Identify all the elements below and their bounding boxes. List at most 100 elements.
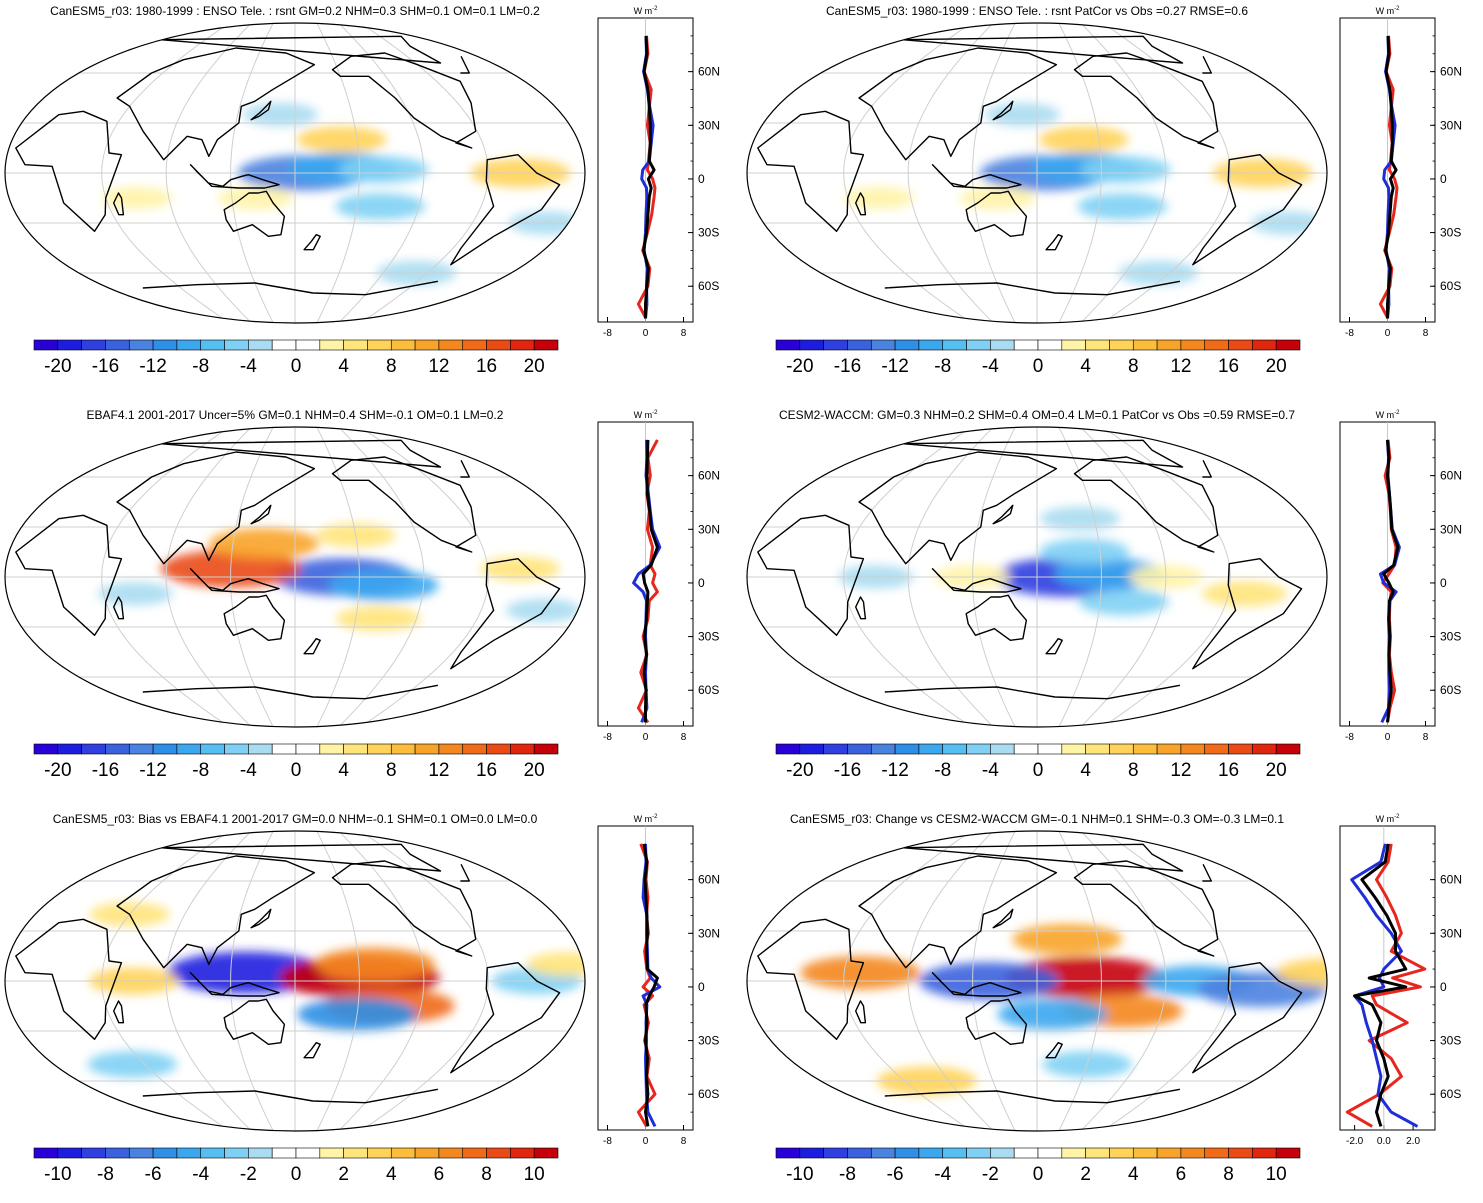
colorbar-bin — [894, 339, 920, 351]
colorbar-bin — [1061, 1147, 1086, 1159]
colorbar-tick-label: 16 — [1218, 356, 1239, 377]
colorbar-bin — [105, 743, 130, 755]
coast-greenland — [159, 439, 470, 478]
colorbar-bin — [81, 339, 106, 351]
colorbar-tick-label: 0 — [291, 356, 302, 377]
colorbar-bin — [295, 743, 321, 755]
colorbar-bin — [367, 1147, 392, 1159]
colorbar-tick-label: 6 — [434, 1164, 445, 1185]
field-blob — [997, 998, 1108, 1030]
x-tick-label: 0 — [643, 328, 649, 339]
coast-new-zealand — [303, 1042, 321, 1059]
colorbar-tick-label: -4 — [934, 1164, 951, 1185]
coast-australia — [965, 594, 1028, 641]
colorbar-bin — [200, 1147, 225, 1159]
colorbar-tick-label: 4 — [1080, 356, 1091, 377]
coast-africa — [757, 514, 865, 636]
colorbar-tick-label: 0 — [1033, 760, 1044, 781]
graticule-lon — [338, 23, 425, 323]
lat-label: 30N — [698, 926, 720, 940]
graticule-lon — [230, 23, 274, 323]
graticule-lon — [972, 23, 1016, 323]
colorbar-bin — [486, 743, 511, 755]
zonal-mean-plot: W m-2 60N 30N 0 30S 60S -8 0 8 — [597, 814, 720, 1147]
coast-africa — [15, 110, 123, 232]
colorbar: -20 -16 -12 -8 -4 0 4 8 12 16 20 — [33, 743, 559, 781]
colorbar-bin — [1252, 339, 1277, 351]
colorbar-tick-label: 8 — [1128, 356, 1139, 377]
colorbar-bin — [510, 339, 535, 351]
coast-africa — [757, 110, 865, 232]
field-layer — [102, 103, 584, 286]
colorbar-bin — [200, 743, 225, 755]
colorbar-tick-label: -8 — [839, 1164, 856, 1185]
colorbar-tick-label: -4 — [982, 356, 999, 377]
map-border — [4, 22, 586, 324]
x-tick-label: -8 — [603, 1136, 612, 1147]
colorbar-bin — [81, 743, 106, 755]
lat-label: 60N — [698, 873, 720, 887]
colorbar-bin — [1109, 1147, 1134, 1159]
colorbar-tick-label: 0 — [291, 760, 302, 781]
zonal-units-exp: -2 — [1394, 410, 1400, 416]
x-tick-label: 8 — [681, 732, 687, 743]
graticule-lon — [360, 427, 489, 727]
colorbar-bin — [176, 743, 202, 755]
field-blob — [480, 556, 561, 581]
colorbar-bin — [319, 1147, 344, 1159]
colorbar-tick-label: 20 — [1266, 760, 1287, 781]
colorbar-bin — [1085, 743, 1110, 755]
colorbar-bin — [486, 1147, 511, 1159]
graticule-lon — [360, 23, 489, 323]
panel-p2: CanESM5_r03: 1980-1999 : ENSO Tele. : rs… — [742, 0, 1483, 395]
colorbar-tick-label: 20 — [524, 356, 545, 377]
panel-p6: CanESM5_r03: Change vs CESM2-WACCM GM=-0… — [742, 808, 1483, 1203]
colorbar-tick-label: 6 — [1176, 1164, 1187, 1185]
graticule-lon — [1058, 23, 1102, 323]
x-tick-label: 8 — [681, 328, 687, 339]
colorbar-tick-label: 8 — [481, 1164, 492, 1185]
graticule-lon — [1102, 831, 1231, 1131]
colorbar-tick-label: 4 — [386, 1164, 397, 1185]
lat-label: 0 — [1440, 980, 1447, 994]
coast-antarctica — [142, 684, 439, 700]
colorbar-bin — [176, 339, 202, 351]
coast-australia — [223, 190, 286, 237]
colorbar-bin — [799, 743, 824, 755]
map — [746, 22, 1328, 324]
coast-antarctica — [884, 1088, 1181, 1104]
coast-new-zealand — [1045, 638, 1063, 655]
zonal-mean-plot: W m-2 60N 30N 0 30S 60S -8 0 8 — [1339, 410, 1462, 743]
coast-south-america — [450, 558, 561, 670]
colorbar-bin — [1109, 339, 1134, 351]
colorbar-tick-label: 12 — [1170, 356, 1191, 377]
colorbar-bin — [295, 339, 321, 351]
map-border — [746, 22, 1328, 324]
colorbar-bin — [918, 1147, 944, 1159]
panel-title: CanESM5_r03: 1980-1999 : ENSO Tele. : rs… — [826, 4, 1248, 18]
panel-p3: EBAF4.1 2001-2017 Uncer=5% GM=0.1 NHM=0.… — [0, 404, 741, 799]
map — [746, 426, 1328, 728]
zonal-curve-black — [1353, 843, 1408, 1127]
lat-label: 60N — [698, 65, 720, 79]
coast-madagascar — [113, 1000, 125, 1024]
colorbar-tick-label: -20 — [786, 760, 813, 781]
colorbar-tick-label: 0 — [291, 1164, 302, 1185]
colorbar-bin — [918, 743, 944, 755]
field-blob — [1039, 538, 1130, 566]
colorbar-bin — [343, 1147, 368, 1159]
colorbar-bin — [248, 339, 273, 351]
lat-label: 30N — [1440, 926, 1462, 940]
lat-label: 60N — [698, 469, 720, 483]
colorbar-bin — [271, 339, 297, 351]
colorbar-bin — [775, 1147, 801, 1159]
x-tick-label: 0 — [1385, 732, 1391, 743]
colorbar-tick-label: 20 — [524, 760, 545, 781]
colorbar-bin — [200, 339, 225, 351]
coast-australia — [223, 998, 286, 1045]
colorbar-bin — [390, 743, 416, 755]
colorbar-bin — [33, 339, 59, 351]
colorbar-bin — [248, 743, 273, 755]
graticule-lon — [1102, 427, 1231, 727]
colorbar-bin — [533, 339, 559, 351]
